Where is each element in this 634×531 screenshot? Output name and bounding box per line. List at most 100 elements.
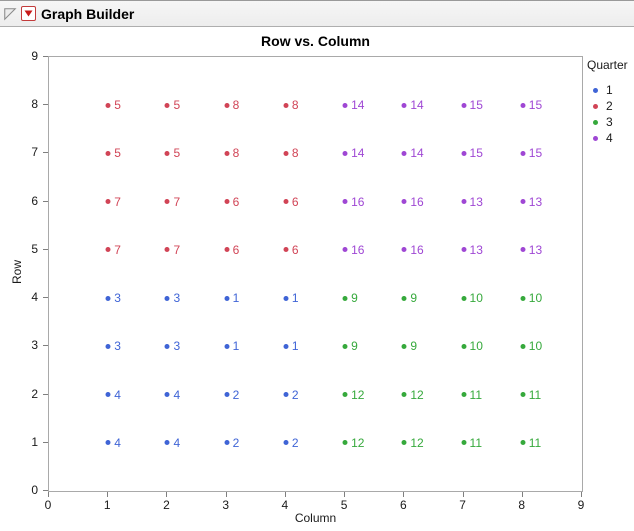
- point-marker[interactable]: [224, 102, 230, 108]
- y-axis-title[interactable]: Row: [10, 260, 24, 285]
- data-point[interactable]: 8: [224, 99, 239, 111]
- data-point[interactable]: 5: [105, 99, 121, 111]
- x-tick-label[interactable]: 8: [518, 498, 526, 512]
- data-point[interactable]: 10: [520, 340, 542, 352]
- point-marker[interactable]: [105, 343, 111, 349]
- point-marker[interactable]: [520, 102, 526, 108]
- y-tick-label[interactable]: 9: [31, 49, 38, 63]
- data-point[interactable]: 15: [461, 99, 483, 111]
- y-tick-label[interactable]: 4: [31, 290, 38, 305]
- data-point[interactable]: 9: [342, 340, 358, 352]
- data-point[interactable]: 8: [224, 147, 239, 159]
- data-point[interactable]: 12: [401, 389, 424, 401]
- y-tick-label[interactable]: 3: [31, 338, 38, 353]
- point-marker[interactable]: [105, 392, 111, 398]
- data-point[interactable]: 4: [105, 437, 121, 449]
- point-marker[interactable]: [105, 440, 111, 446]
- point-marker[interactable]: [224, 199, 230, 205]
- point-marker[interactable]: [342, 295, 348, 301]
- point-marker[interactable]: [461, 440, 467, 446]
- data-point[interactable]: 16: [342, 244, 364, 256]
- data-point[interactable]: 15: [461, 147, 483, 159]
- data-point[interactable]: 16: [401, 196, 424, 208]
- point-marker[interactable]: [461, 392, 467, 398]
- point-marker[interactable]: [283, 295, 289, 301]
- data-point[interactable]: 7: [105, 244, 121, 256]
- point-marker[interactable]: [401, 247, 407, 253]
- point-marker[interactable]: [283, 440, 289, 446]
- point-marker[interactable]: [401, 199, 407, 205]
- data-point[interactable]: 9: [401, 340, 417, 352]
- point-marker[interactable]: [461, 150, 467, 156]
- data-point[interactable]: 5: [164, 147, 180, 159]
- x-tick-label[interactable]: 6: [399, 498, 407, 512]
- data-point[interactable]: 13: [461, 244, 483, 256]
- data-point[interactable]: 15: [520, 99, 542, 111]
- data-point[interactable]: 4: [164, 437, 180, 449]
- point-marker[interactable]: [342, 247, 348, 253]
- point-marker[interactable]: [164, 392, 170, 398]
- legend-item[interactable]: 1: [587, 82, 633, 98]
- point-marker[interactable]: [105, 102, 111, 108]
- point-marker[interactable]: [224, 440, 230, 446]
- data-point[interactable]: 14: [401, 147, 424, 159]
- point-marker[interactable]: [105, 199, 111, 205]
- point-marker[interactable]: [520, 295, 526, 301]
- point-marker[interactable]: [164, 247, 170, 253]
- point-marker[interactable]: [520, 247, 526, 253]
- point-marker[interactable]: [520, 199, 526, 205]
- data-point[interactable]: 3: [105, 340, 121, 352]
- point-marker[interactable]: [105, 247, 111, 253]
- y-tick-label[interactable]: 2: [31, 386, 38, 401]
- point-marker[interactable]: [401, 295, 407, 301]
- data-point[interactable]: 11: [520, 437, 541, 449]
- point-marker[interactable]: [461, 199, 467, 205]
- y-tick-label[interactable]: 7: [31, 145, 38, 160]
- point-marker[interactable]: [224, 392, 230, 398]
- data-point[interactable]: 8: [283, 147, 299, 159]
- point-marker[interactable]: [283, 199, 289, 205]
- plot-area[interactable]: 5 5 8 8 14 14 15 15 5 5 8 8 14 14 15 15 7 7 6 6 16 16 13 13 7 7 6 6…: [48, 56, 583, 492]
- data-point[interactable]: 16: [401, 244, 424, 256]
- point-marker[interactable]: [342, 440, 348, 446]
- x-tick-label[interactable]: 2: [163, 498, 170, 512]
- data-point[interactable]: 1: [224, 292, 239, 304]
- y-tick-label[interactable]: 5: [31, 241, 38, 256]
- point-marker[interactable]: [283, 102, 289, 108]
- data-point[interactable]: 6: [224, 244, 239, 256]
- data-point[interactable]: 10: [461, 292, 483, 304]
- point-marker[interactable]: [164, 295, 170, 301]
- data-point[interactable]: 11: [461, 389, 482, 401]
- legend-item[interactable]: 4: [587, 130, 633, 146]
- point-marker[interactable]: [224, 150, 230, 156]
- data-point[interactable]: 13: [520, 196, 542, 208]
- data-point[interactable]: 13: [461, 196, 483, 208]
- point-marker[interactable]: [224, 343, 230, 349]
- data-point[interactable]: 2: [224, 389, 239, 401]
- data-point[interactable]: 1: [283, 292, 299, 304]
- data-point[interactable]: 2: [283, 389, 299, 401]
- point-marker[interactable]: [461, 343, 467, 349]
- point-marker[interactable]: [520, 440, 526, 446]
- point-marker[interactable]: [342, 102, 348, 108]
- point-marker[interactable]: [401, 440, 407, 446]
- data-point[interactable]: 2: [224, 437, 239, 449]
- point-marker[interactable]: [520, 343, 526, 349]
- red-triangle-menu-icon[interactable]: [21, 6, 36, 21]
- data-point[interactable]: 11: [461, 437, 482, 449]
- data-point[interactable]: 10: [461, 340, 483, 352]
- point-marker[interactable]: [520, 150, 526, 156]
- point-marker[interactable]: [342, 343, 348, 349]
- data-point[interactable]: 10: [520, 292, 542, 304]
- point-marker[interactable]: [342, 392, 348, 398]
- data-point[interactable]: 11: [520, 389, 541, 401]
- legend-item[interactable]: 2: [587, 98, 633, 114]
- y-tick-label[interactable]: 6: [31, 193, 38, 208]
- data-point[interactable]: 7: [164, 196, 180, 208]
- data-point[interactable]: 12: [401, 437, 424, 449]
- point-marker[interactable]: [461, 247, 467, 253]
- legend-item[interactable]: 3: [587, 114, 633, 130]
- point-marker[interactable]: [401, 392, 407, 398]
- point-marker[interactable]: [283, 392, 289, 398]
- x-axis-title[interactable]: Column: [294, 511, 337, 525]
